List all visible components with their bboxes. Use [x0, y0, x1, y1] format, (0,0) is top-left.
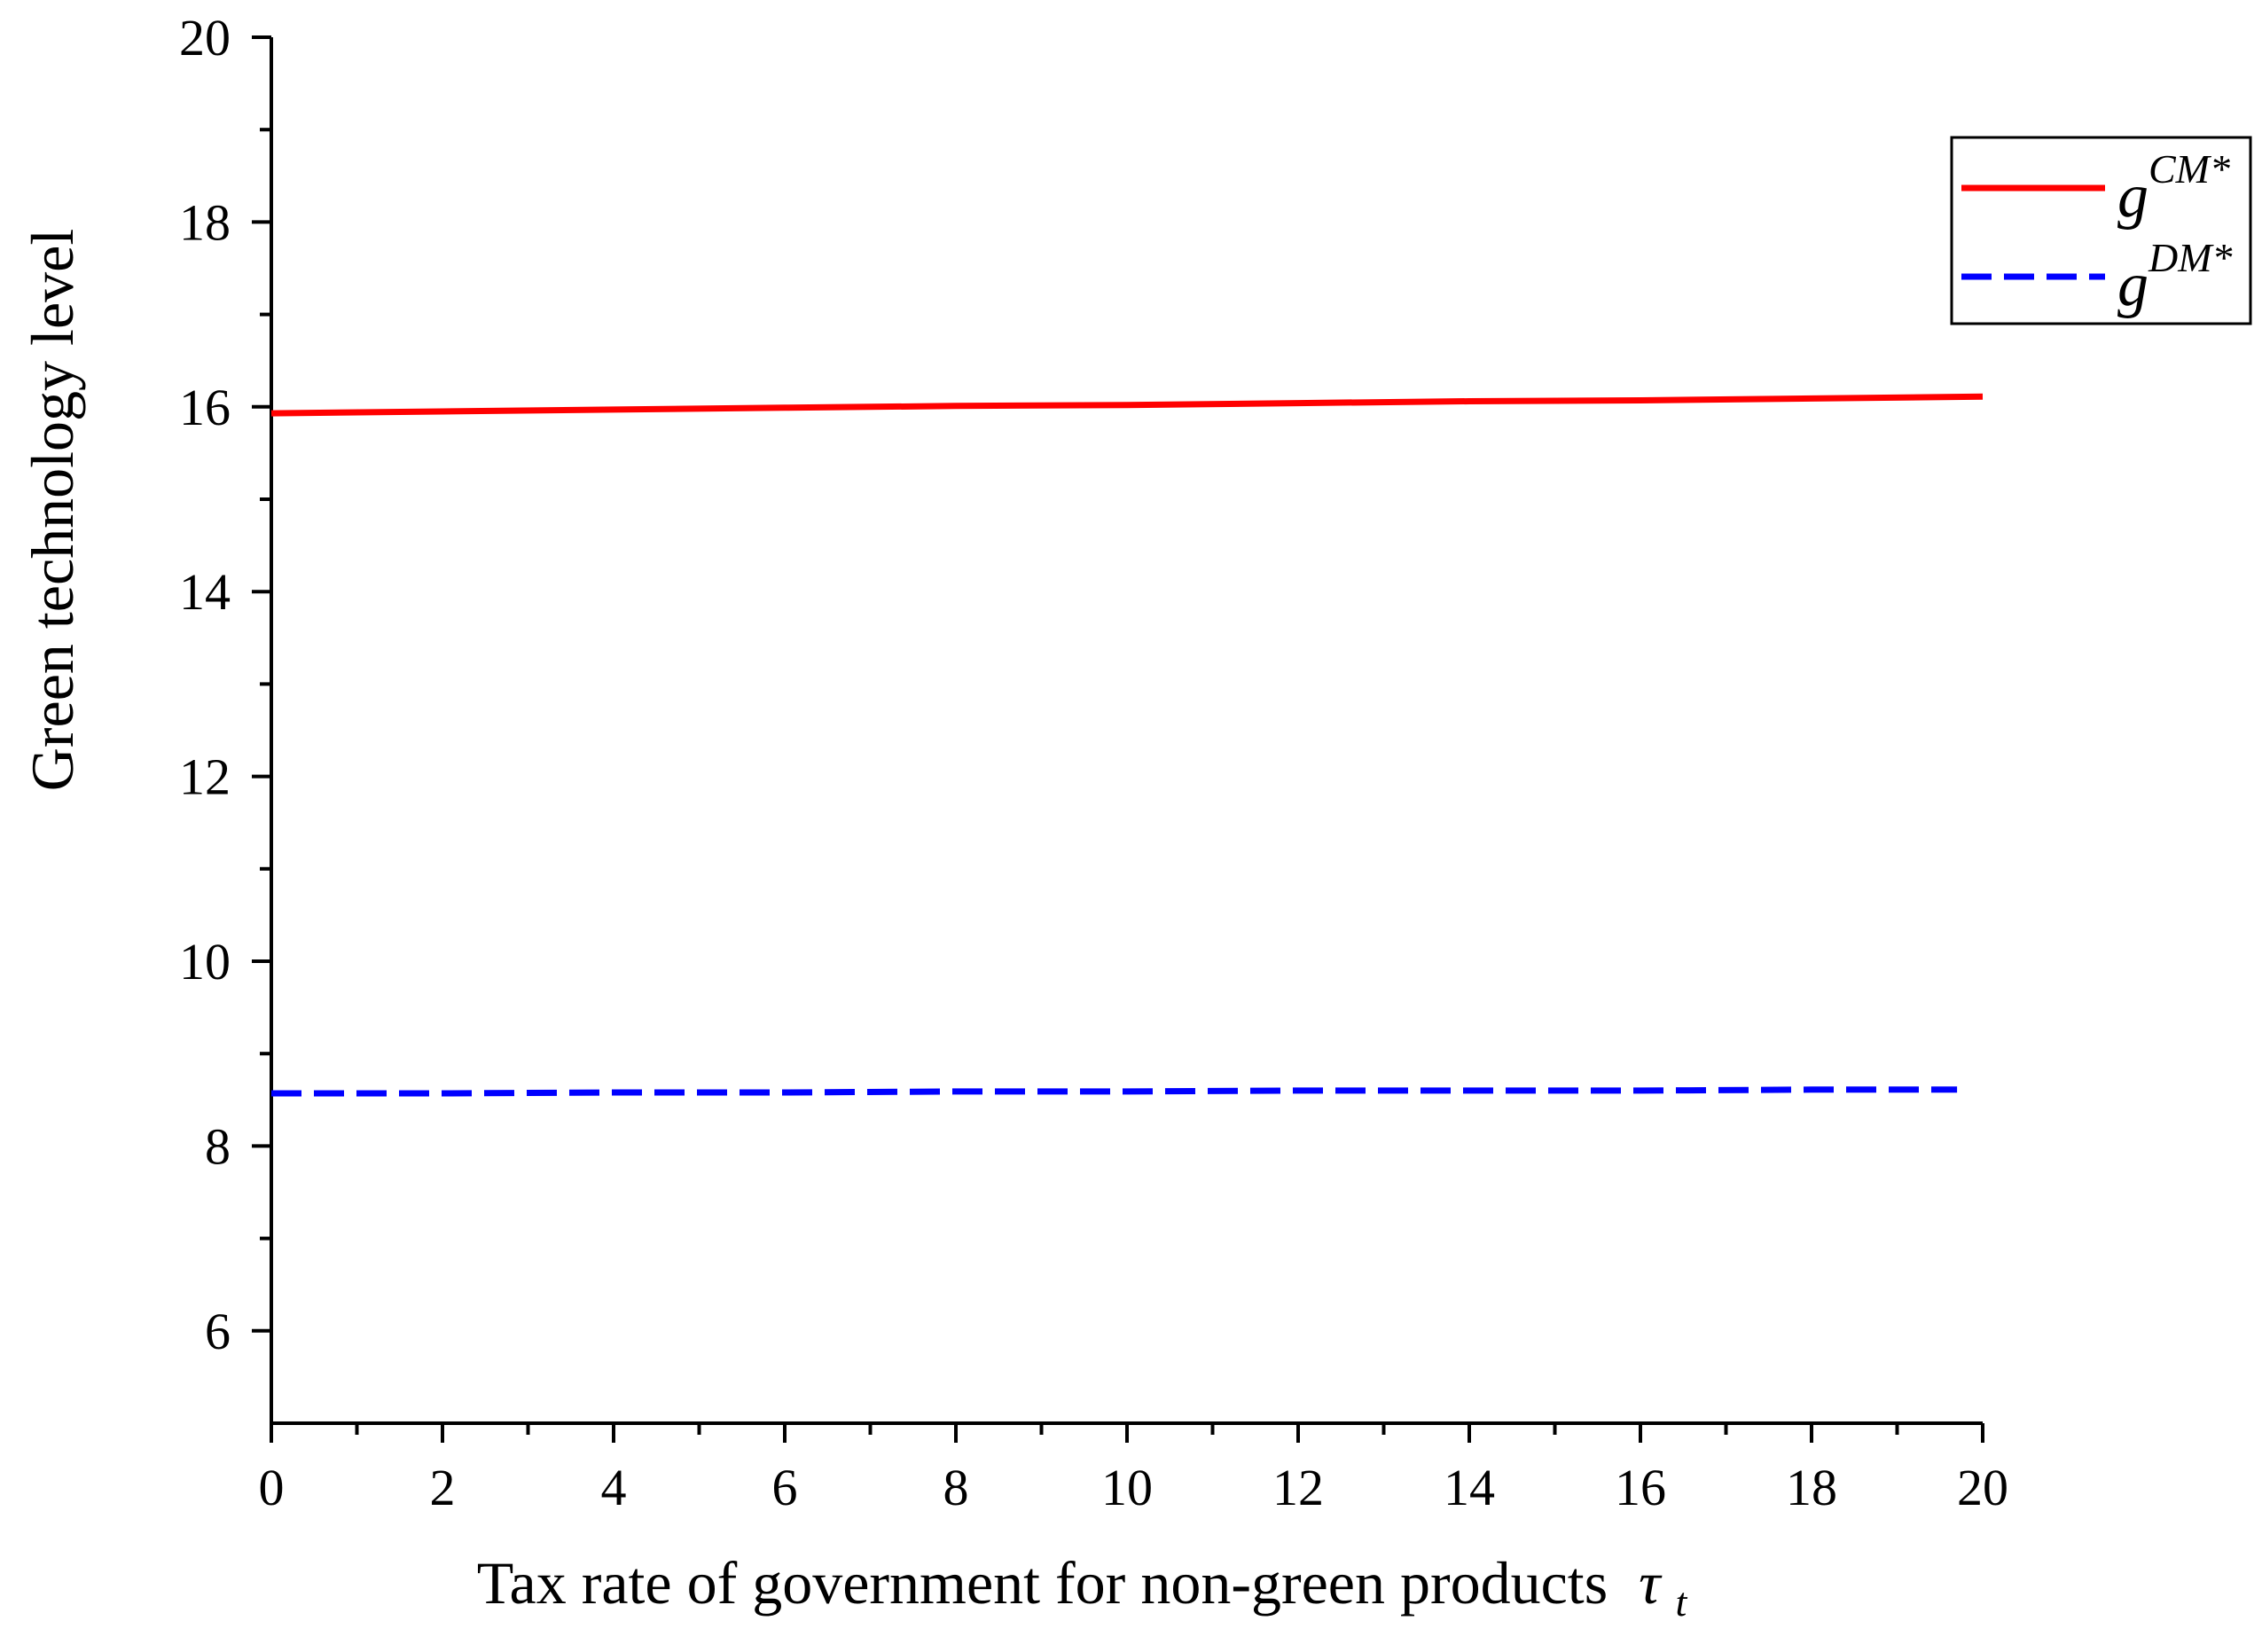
x-tick-label: 2: [430, 1459, 456, 1516]
y-tick-label: 10: [179, 933, 231, 990]
y-axis-title: Green technology level: [19, 229, 86, 791]
x-tick-label: 16: [1615, 1459, 1666, 1516]
axes: 0 2 4 6 8 10 12 14 16 18 20 6 8 10 12 14 16 18 20: [179, 9, 2008, 1516]
legend: gCM*gDM*: [1950, 136, 2252, 325]
x-tick-label: 8: [943, 1459, 969, 1516]
legend-label: gCM*: [2117, 146, 2230, 231]
x-tick-label: 20: [1957, 1459, 2008, 1516]
legend-label: gDM*: [2117, 235, 2233, 319]
x-tick-label: 18: [1786, 1459, 1837, 1516]
legend-box: [1950, 136, 2252, 325]
x-axis-title-subscript: t: [1676, 1579, 1688, 1625]
x-tick-label: 12: [1272, 1459, 1324, 1516]
y-tick-label: 20: [179, 9, 231, 67]
x-tick-label: 6: [772, 1459, 798, 1516]
series-line-dm: [271, 1086, 1958, 1097]
y-tick-label: 14: [179, 563, 231, 621]
x-axis-title-symbol: τ: [1639, 1549, 1663, 1617]
series-layer: [270, 393, 1984, 1097]
x-axis-title-text: Tax rate of government for non-green pro…: [477, 1549, 1608, 1617]
y-tick-label: 8: [205, 1117, 231, 1175]
y-tick-label: 18: [179, 193, 231, 251]
x-axis-title: Tax rate of government for non-green pro…: [477, 1549, 1688, 1625]
y-tick-label: 12: [179, 748, 231, 806]
x-tick-label: 0: [259, 1459, 285, 1516]
x-tick-label: 4: [601, 1459, 627, 1516]
y-tick-label: 6: [205, 1303, 231, 1360]
x-tick-label: 10: [1101, 1459, 1153, 1516]
y-tick-label: 16: [179, 379, 231, 436]
x-tick-label: 14: [1444, 1459, 1495, 1516]
series-line-cm: [270, 393, 1984, 417]
